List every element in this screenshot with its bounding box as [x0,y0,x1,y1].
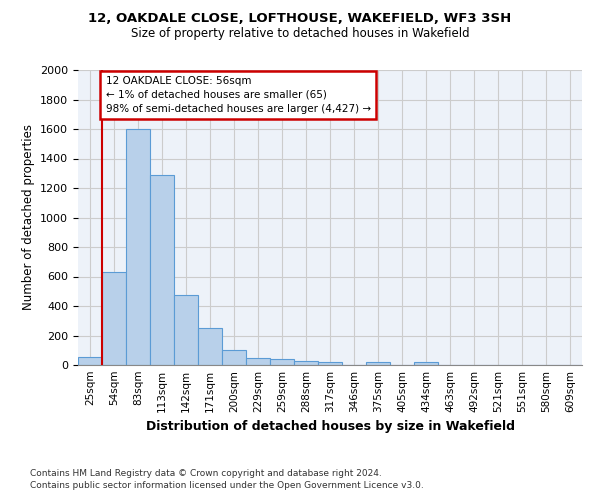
Text: 12, OAKDALE CLOSE, LOFTHOUSE, WAKEFIELD, WF3 3SH: 12, OAKDALE CLOSE, LOFTHOUSE, WAKEFIELD,… [88,12,512,26]
Bar [414,362,438,365]
Bar [366,362,390,365]
Bar [126,129,150,365]
Text: Size of property relative to detached houses in Wakefield: Size of property relative to detached ho… [131,28,469,40]
X-axis label: Distribution of detached houses by size in Wakefield: Distribution of detached houses by size … [146,420,515,434]
Bar [150,174,174,365]
Bar [222,350,246,365]
Bar [318,362,342,365]
Bar [78,357,102,365]
Bar [270,360,294,365]
Bar [198,328,222,365]
Bar [102,272,126,365]
Text: 12 OAKDALE CLOSE: 56sqm
← 1% of detached houses are smaller (65)
98% of semi-det: 12 OAKDALE CLOSE: 56sqm ← 1% of detached… [106,76,371,114]
Text: Contains public sector information licensed under the Open Government Licence v3: Contains public sector information licen… [30,481,424,490]
Bar [246,358,270,365]
Text: Contains HM Land Registry data © Crown copyright and database right 2024.: Contains HM Land Registry data © Crown c… [30,468,382,477]
Y-axis label: Number of detached properties: Number of detached properties [22,124,35,310]
Bar [174,295,198,365]
Bar [294,360,318,365]
